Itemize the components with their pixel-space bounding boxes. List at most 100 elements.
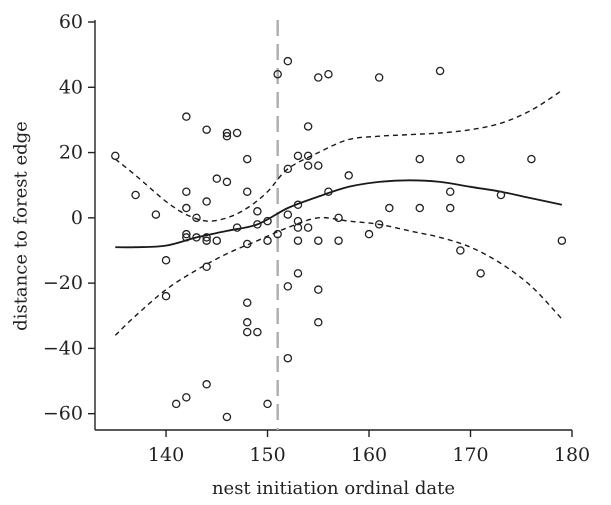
data-point — [283, 282, 293, 291]
data-point — [202, 380, 211, 389]
y-tick-label: −20 — [43, 272, 83, 294]
data-point — [182, 112, 191, 121]
data-point — [182, 233, 191, 242]
data-point — [476, 269, 485, 278]
data-point — [263, 399, 272, 409]
data-point — [253, 207, 262, 216]
data-point — [314, 318, 323, 327]
data-point — [324, 69, 333, 79]
fit-line — [115, 179, 563, 249]
data-point — [344, 171, 353, 180]
data-point — [527, 154, 536, 164]
data-point — [324, 187, 333, 196]
data-point — [182, 187, 191, 196]
data-point — [242, 318, 252, 327]
data-point — [334, 213, 343, 223]
data-point — [293, 223, 303, 232]
data-point — [314, 285, 323, 294]
data-point — [182, 203, 191, 213]
data-point — [222, 177, 232, 187]
x-tick-label: 160 — [351, 444, 387, 466]
data-point — [303, 122, 313, 131]
data-point — [242, 327, 252, 337]
axes — [94, 20, 572, 431]
data-point — [293, 269, 303, 278]
data-point — [232, 128, 242, 138]
data-point — [283, 56, 293, 66]
ci-lower-line — [114, 216, 563, 336]
data-point — [364, 229, 374, 239]
tick-group: −60 −40 −20 0 20 40 60 140 150 160 170 180 — [43, 11, 590, 466]
y-tick-label: 60 — [59, 11, 83, 33]
data-point — [374, 220, 384, 229]
data-point — [242, 154, 252, 164]
data-point — [192, 233, 201, 242]
data-point — [222, 412, 232, 422]
y-tick-label: 40 — [59, 76, 83, 98]
data-point — [293, 216, 303, 226]
data-point — [202, 197, 211, 206]
data-point — [293, 236, 303, 245]
data-point — [212, 236, 222, 245]
data-point — [293, 200, 303, 210]
data-point — [374, 73, 384, 82]
data-point — [314, 161, 323, 170]
data-point — [385, 203, 394, 213]
data-point — [182, 229, 191, 239]
y-tick-label: −60 — [43, 403, 83, 425]
x-axis-label: nest initiation ordinal date — [212, 478, 455, 499]
data-point — [202, 125, 211, 134]
data-point — [435, 66, 445, 76]
data-point — [253, 220, 262, 229]
data-point — [161, 291, 171, 301]
data-point — [242, 187, 252, 196]
x-tick-label: 140 — [148, 444, 184, 466]
data-point — [445, 187, 455, 196]
y-tick-label: 0 — [71, 207, 83, 229]
data-point — [151, 210, 161, 219]
data-point — [222, 131, 232, 141]
data-point — [303, 161, 313, 170]
data-point — [303, 151, 313, 161]
data-point — [456, 246, 465, 255]
data-point — [263, 236, 272, 245]
data-point — [283, 353, 293, 363]
data-point — [111, 151, 120, 161]
data-point — [232, 223, 242, 232]
data-point — [202, 236, 211, 245]
data-point — [222, 128, 232, 138]
data-point — [242, 298, 252, 307]
data-point — [283, 210, 293, 219]
data-point — [202, 262, 211, 272]
y-tick-label: −40 — [43, 337, 83, 359]
data-point — [273, 69, 282, 79]
ci-upper-line — [114, 89, 563, 222]
data-point — [202, 233, 211, 242]
data-point — [192, 213, 201, 223]
data-point — [445, 203, 455, 213]
data-point — [242, 239, 252, 249]
data-point — [263, 216, 272, 226]
y-tick-label: 20 — [59, 142, 83, 164]
data-point — [314, 73, 323, 82]
data-point — [334, 236, 343, 245]
x-tick-label: 150 — [249, 444, 285, 466]
data-point — [273, 229, 282, 239]
data-point — [415, 154, 425, 164]
data-point — [456, 154, 465, 164]
x-tick-label: 170 — [452, 444, 488, 466]
data-point — [496, 190, 506, 200]
data-point — [253, 327, 262, 337]
data-point — [212, 174, 222, 183]
data-point — [303, 223, 313, 232]
data-point — [171, 399, 181, 409]
data-point — [131, 190, 140, 200]
data-point — [557, 236, 567, 245]
data-point — [182, 393, 191, 402]
data-point — [314, 236, 323, 245]
data-point — [283, 164, 293, 174]
y-axis-label: distance to forest edge — [10, 121, 31, 331]
data-points — [111, 56, 567, 422]
x-tick-label: 180 — [554, 444, 590, 466]
